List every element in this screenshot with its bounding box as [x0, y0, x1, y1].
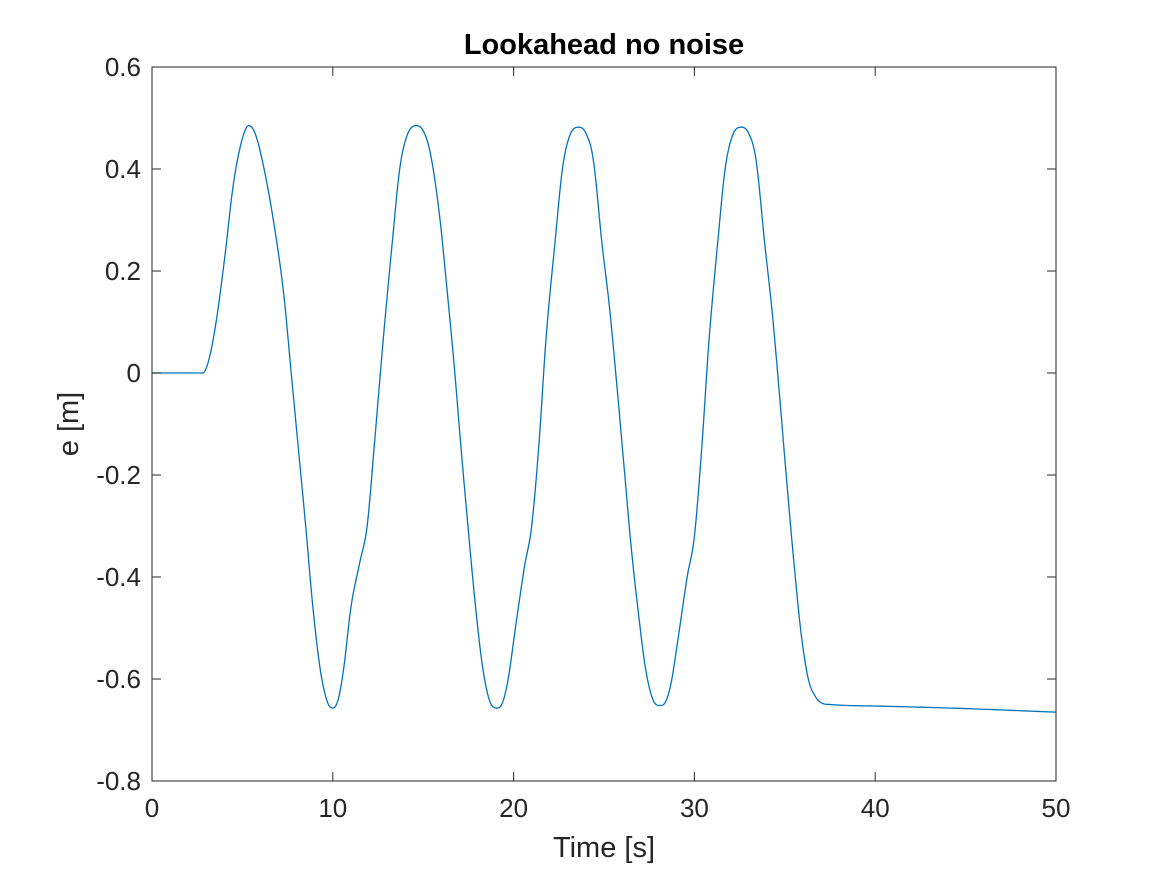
- x-axis-label: Time [s]: [553, 832, 655, 864]
- x-tick-label: 40: [861, 793, 890, 823]
- y-tick-label: 0.2: [105, 256, 141, 286]
- y-tick-label: -0.8: [96, 766, 141, 796]
- x-tick-label: 20: [499, 793, 528, 823]
- y-tick-label: 0: [127, 358, 141, 388]
- data-layer: [152, 125, 1057, 713]
- axes-box: [151, 66, 1057, 782]
- x-tick-label: 0: [145, 793, 159, 823]
- x-tick-label: 30: [680, 793, 709, 823]
- y-axis-label: e [m]: [53, 392, 85, 456]
- y-tick-label: -0.2: [96, 460, 141, 490]
- x-tick-label: 10: [318, 793, 347, 823]
- tick-label-layer: 0 10 20 30 40 50 -0.8 -0.6 -0.4 -0.2 0 0.2 0.4 0.6: [96, 52, 1070, 823]
- chart-title: Lookahead no noise: [464, 29, 744, 61]
- x-tick-label: 50: [1042, 793, 1071, 823]
- y-tick-label: 0.4: [105, 154, 141, 184]
- y-tick-label: -0.4: [96, 562, 141, 592]
- y-tick-label: 0.6: [105, 52, 141, 82]
- series-line: [152, 125, 1057, 713]
- plot-area: [152, 67, 1056, 781]
- y-tick-label: -0.6: [96, 664, 141, 694]
